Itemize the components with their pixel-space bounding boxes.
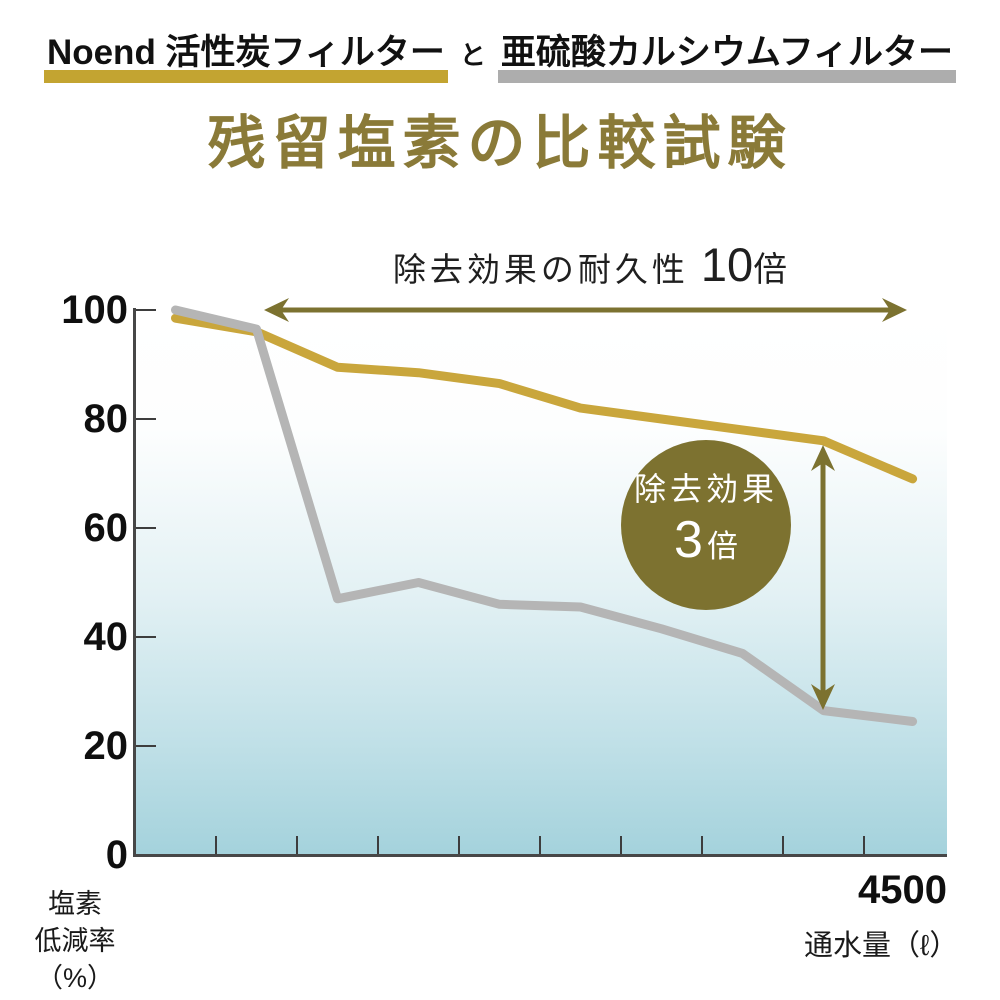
x-tick-mark [377, 836, 379, 854]
y-tick-mark [136, 418, 156, 420]
x-tick-mark [296, 836, 298, 854]
x-axis-line [133, 854, 947, 857]
x-axis-tick-label: 4500 [858, 868, 947, 912]
series2-label: 亜硫酸カルシウムフィルター [497, 30, 957, 83]
plot-area [136, 309, 947, 855]
y-axis-title: 塩素 低減率 （%） [23, 886, 127, 997]
y-tick-mark [136, 636, 156, 638]
page-title: 残留塩素の比較試験 [207, 111, 793, 176]
y-axis-line [133, 308, 136, 857]
x-tick-mark [620, 836, 622, 854]
y-axis-tick-label: 100 [61, 288, 128, 332]
x-tick-mark [782, 836, 784, 854]
x-tick-mark [539, 836, 541, 854]
y-axis-tick-label: 0 [105, 833, 128, 877]
x-tick-mark [215, 836, 217, 854]
x-tick-mark [863, 836, 865, 854]
series1-label: Noend 活性炭フィルター [43, 30, 448, 83]
y-tick-mark [136, 309, 156, 311]
durability-value: 10 [700, 238, 754, 291]
durability-label: 除去効果の耐久性 [392, 251, 689, 288]
x-axis-title: 通水量（ℓ） [804, 930, 959, 962]
effect-value: 3 [674, 510, 703, 569]
x-tick-mark [701, 836, 703, 854]
y-axis-tick-label: 40 [83, 615, 129, 659]
y-axis-title-line2: 低減率 [34, 926, 116, 956]
y-tick-mark [136, 745, 156, 747]
durability-unit: 倍 [753, 251, 788, 289]
y-axis-tick-label: 60 [83, 506, 129, 550]
header: Noend 活性炭フィルター と 亜硫酸カルシウムフィルター [0, 30, 1000, 83]
y-axis-title-line3: （%） [35, 963, 114, 993]
effect-label: 除去効果 [633, 470, 778, 507]
y-axis-tick-label: 20 [83, 724, 129, 768]
effect-unit: 倍 [706, 528, 738, 564]
header-connector: と [459, 40, 486, 70]
durability-annotation: 除去効果の耐久性 10倍 [300, 237, 880, 292]
y-tick-mark [136, 527, 156, 529]
x-tick-mark [458, 836, 460, 854]
y-axis-tick-label: 80 [83, 397, 129, 441]
y-axis-title-line1: 塩素 [48, 889, 102, 919]
